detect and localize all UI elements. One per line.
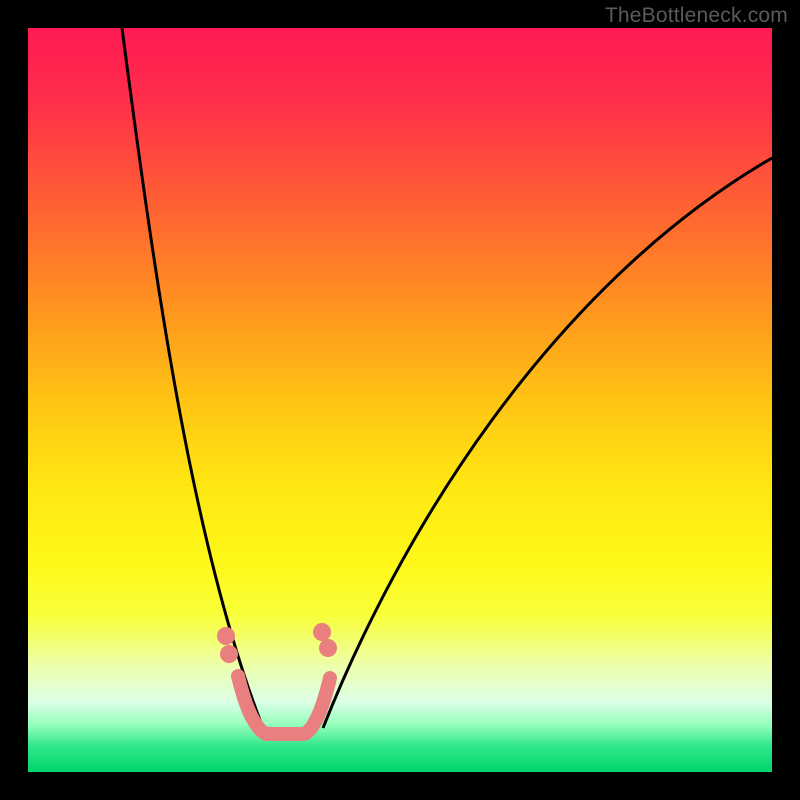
curve-overlay [28,28,772,772]
valley-dot [217,627,235,645]
bottleneck-curve-right [323,158,772,728]
valley-dot [313,623,331,641]
valley-u-marker [238,676,330,734]
valley-dot [220,645,238,663]
bottleneck-curve-left [122,28,263,728]
plot-area [28,28,772,772]
watermark-text: TheBottleneck.com [605,4,788,28]
valley-dot [319,639,337,657]
